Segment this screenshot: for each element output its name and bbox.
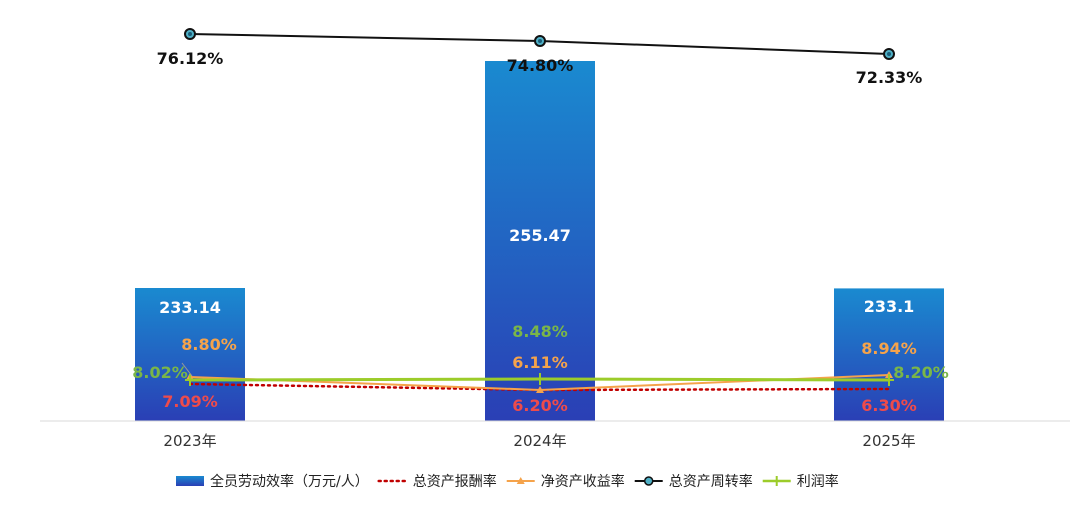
lines-layer bbox=[184, 28, 895, 393]
legend-item: 利润率 bbox=[762, 473, 839, 490]
legend-label: 利润率 bbox=[797, 473, 839, 490]
legend-label: 总资产周转率 bbox=[669, 473, 753, 490]
ticks-layer: 2023年 2024年 2025年 bbox=[163, 432, 915, 450]
point-core bbox=[887, 52, 891, 56]
point-core bbox=[188, 32, 192, 36]
line-value-label: 8.20% bbox=[893, 363, 949, 382]
legend-marker bbox=[516, 477, 525, 484]
bar-3 bbox=[834, 288, 944, 421]
legend-label: 总资产报酬率 bbox=[413, 473, 497, 490]
line-value-label: 76.12% bbox=[157, 49, 224, 68]
line-value-label: 6.20% bbox=[512, 396, 568, 415]
labels-layer: 233.14 255.47 233.1 7.09% 6.20% 6.30% 8.80% 6.1… bbox=[132, 49, 949, 415]
legend-swatch bbox=[176, 476, 204, 486]
bar-value-label: 255.47 bbox=[509, 226, 571, 245]
leader-line bbox=[181, 362, 193, 377]
bar-1 bbox=[135, 288, 245, 421]
bar-value-label: 233.14 bbox=[159, 298, 221, 317]
line-value-label: 72.33% bbox=[856, 68, 923, 87]
line-value-label: 7.09% bbox=[162, 392, 218, 411]
line-value-label: 74.80% bbox=[507, 56, 574, 75]
legend-marker bbox=[643, 476, 654, 486]
legend-item: 净资产收益率 bbox=[506, 473, 625, 490]
line-value-label: 6.30% bbox=[861, 396, 917, 415]
point-利润率 bbox=[185, 374, 195, 386]
bar-value-label: 233.1 bbox=[864, 297, 915, 316]
point-净资产收益率 bbox=[536, 386, 544, 393]
line-value-label: 8.48% bbox=[512, 322, 568, 341]
legend-label: 净资产收益率 bbox=[541, 473, 625, 490]
line-value-label: 6.11% bbox=[512, 353, 568, 372]
x-tick-label: 2025年 bbox=[862, 432, 915, 450]
line-value-label: 8.02% bbox=[132, 363, 188, 382]
legend-label: 全员劳动效率（万元/人） bbox=[210, 473, 369, 490]
point-利润率 bbox=[535, 373, 545, 385]
line-value-label: 8.94% bbox=[861, 339, 917, 358]
x-tick-label: 2024年 bbox=[513, 432, 566, 450]
bar-2 bbox=[485, 61, 595, 421]
legend: 全员劳动效率（万元/人） 总资产报酬率 净资产收益率 总资产周转率 利润率 bbox=[176, 473, 839, 490]
bars-layer bbox=[135, 61, 944, 421]
legend-item: 全员劳动效率（万元/人） bbox=[176, 473, 369, 490]
point-core bbox=[538, 39, 542, 43]
line-value-label: 8.80% bbox=[181, 335, 237, 354]
legend-item: 总资产报酬率 bbox=[377, 473, 497, 490]
x-tick-label: 2023年 bbox=[163, 432, 216, 450]
legend-item: 总资产周转率 bbox=[634, 473, 753, 490]
point-利润率 bbox=[884, 374, 894, 386]
